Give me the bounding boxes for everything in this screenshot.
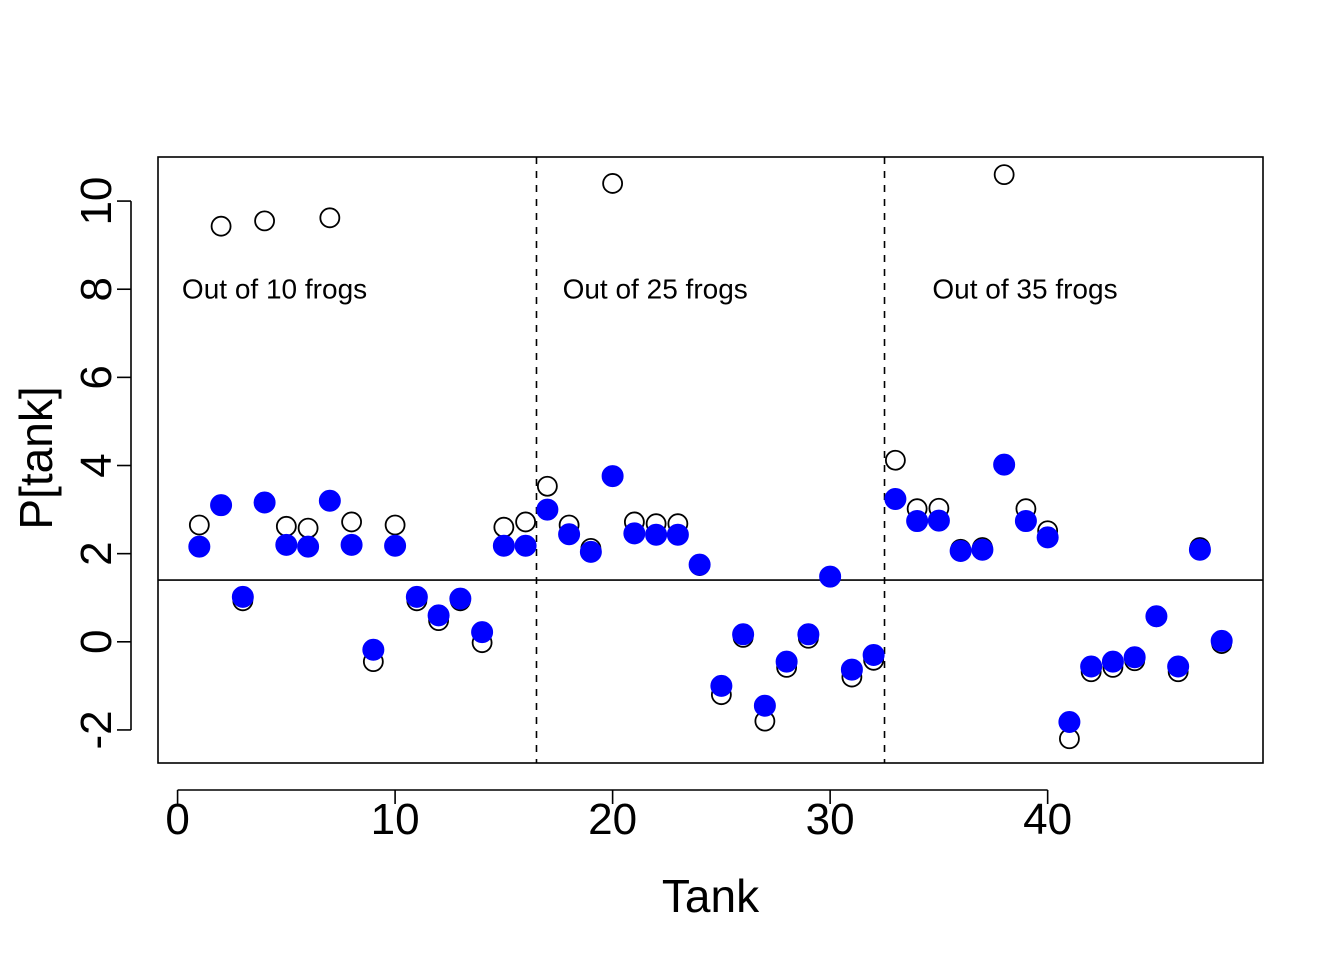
point-open (254, 210, 275, 232)
group-annotation: Out of 10 frogs (182, 274, 367, 305)
point-filled (384, 534, 407, 557)
point-filled (1014, 510, 1037, 533)
y-tick-label: 8 (72, 277, 121, 301)
point-filled (514, 534, 537, 557)
y-tick-label: 2 (72, 541, 121, 565)
point-open (515, 511, 537, 533)
point-filled (427, 604, 450, 627)
y-tick-label: 6 (72, 365, 121, 389)
point-open (993, 164, 1015, 186)
point-filled (362, 638, 385, 661)
point-filled (710, 674, 733, 697)
plot-frame (157, 156, 1264, 764)
point-filled (1101, 650, 1124, 673)
point-open (210, 215, 232, 237)
x-tick-label: 30 (806, 795, 855, 844)
point-filled (993, 453, 1016, 476)
point-open (536, 475, 558, 497)
point-filled (666, 523, 689, 546)
point-open (319, 207, 341, 229)
group-annotation: Out of 25 frogs (563, 274, 748, 305)
point-filled (601, 465, 624, 488)
point-filled (253, 491, 276, 514)
x-tick-label: 40 (1023, 795, 1072, 844)
point-filled (471, 621, 494, 644)
point-open (188, 514, 210, 536)
point-filled (732, 623, 755, 646)
point-filled (775, 650, 798, 673)
reference-lines (158, 157, 1263, 763)
point-filled (884, 488, 907, 511)
y-axis-title: P[tank] (10, 386, 62, 529)
point-filled (840, 658, 863, 681)
point-filled (1188, 538, 1211, 561)
y-tick-label: 4 (72, 453, 121, 477)
point-open (341, 511, 362, 533)
group-annotation: Out of 35 frogs (932, 274, 1117, 305)
x-axis-title: Tank (662, 870, 760, 922)
y-axis: -2 0 2 4 6 8 10 (72, 177, 132, 750)
point-filled (492, 534, 515, 557)
point-filled (753, 694, 776, 717)
point-filled (1036, 526, 1059, 549)
point-filled (1058, 711, 1081, 734)
point-filled (1167, 655, 1190, 678)
point-filled (210, 494, 233, 517)
point-filled (819, 565, 842, 588)
x-axis: 0 10 20 30 40 (165, 789, 1072, 844)
y-tick-label: -2 (72, 710, 121, 749)
x-tick-label: 0 (165, 795, 189, 844)
annotations: Out of 10 frogs Out of 25 frogs Out of 35 … (182, 274, 1118, 305)
point-filled (188, 535, 211, 558)
point-filled (231, 585, 254, 608)
point-open (297, 517, 319, 539)
y-tick-label: 0 (72, 630, 121, 654)
point-open (275, 515, 297, 537)
point-filled (1123, 646, 1146, 669)
point-filled (340, 533, 363, 556)
point-filled (797, 623, 820, 646)
point-filled (405, 585, 428, 608)
point-filled (949, 540, 972, 563)
point-filled (579, 540, 602, 563)
point-filled (1145, 605, 1168, 628)
point-open (493, 516, 515, 538)
point-filled (1210, 629, 1233, 652)
point-filled (318, 489, 341, 512)
point-filled (623, 522, 646, 545)
point-filled (645, 523, 668, 546)
x-tick-label: 10 (371, 795, 420, 844)
point-open (884, 449, 906, 471)
point-filled (558, 523, 581, 546)
point-filled (927, 509, 950, 532)
data-points (188, 164, 1233, 750)
point-filled (297, 535, 320, 558)
point-filled (906, 510, 929, 533)
y-tick-label: 10 (72, 177, 121, 226)
point-filled (971, 538, 994, 561)
point-filled (862, 644, 885, 667)
point-filled (275, 533, 298, 556)
point-filled (1080, 655, 1103, 678)
point-open (384, 514, 406, 536)
point-open (602, 173, 624, 194)
x-tick-label: 20 (588, 795, 637, 844)
point-filled (688, 553, 711, 576)
point-filled (536, 498, 559, 521)
point-filled (449, 587, 472, 610)
